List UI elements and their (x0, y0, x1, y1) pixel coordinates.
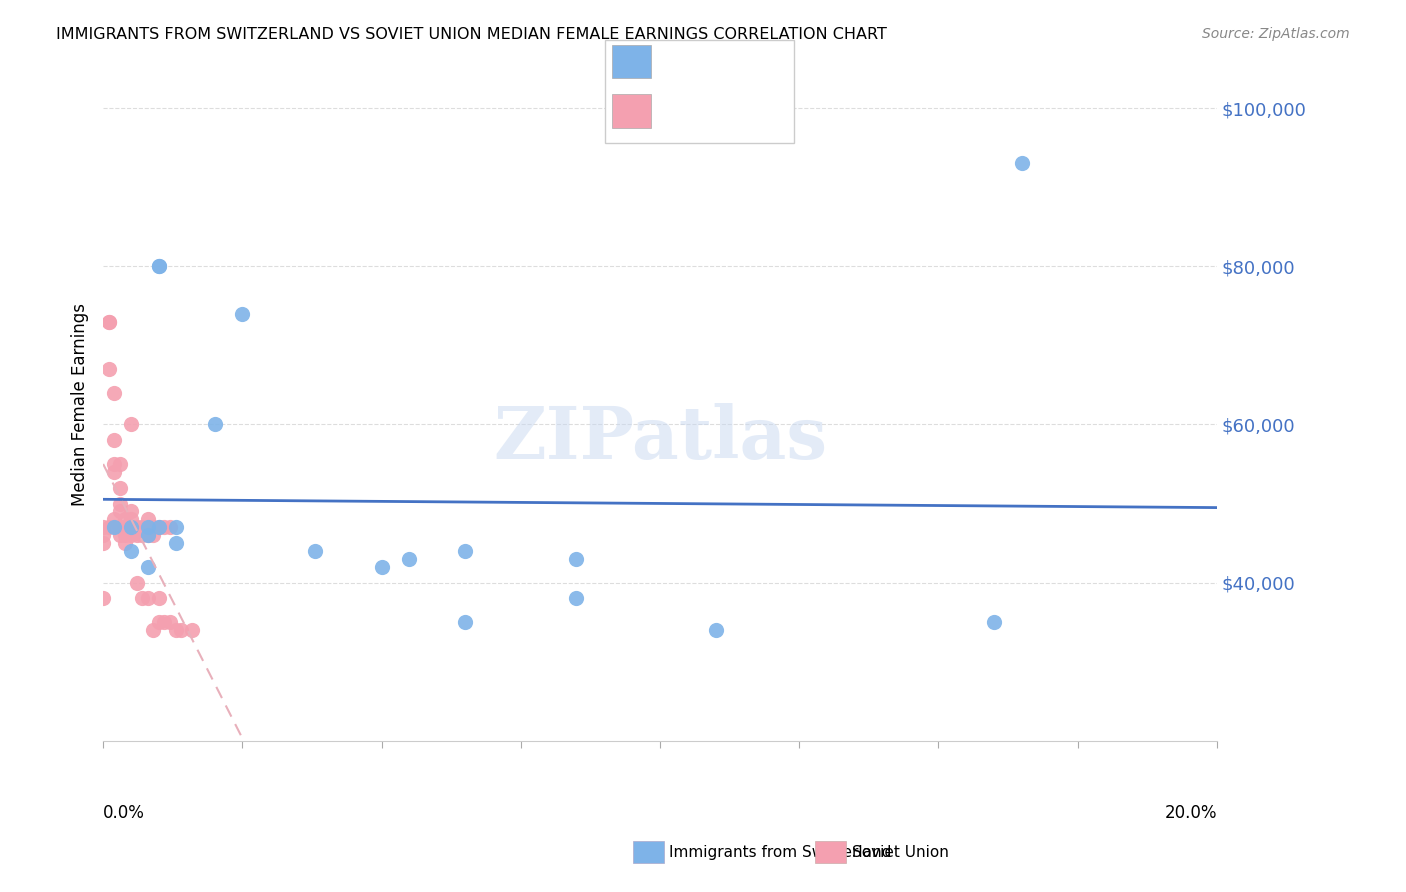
Point (165, 520, 187, 534)
Point (108, 504, 131, 518)
Point (148, 259, 170, 273)
Text: 23: 23 (756, 53, 786, 72)
Text: IMMIGRANTS FROM SWITZERLAND VS SOVIET UNION MEDIAN FEMALE EARNINGS CORRELATION C: IMMIGRANTS FROM SWITZERLAND VS SOVIET UN… (56, 27, 887, 42)
Text: 0.437: 0.437 (692, 54, 744, 71)
Point (125, 520, 148, 534)
Point (103, 512, 125, 526)
Text: N =: N = (721, 54, 773, 71)
Point (91, 536, 114, 550)
Point (131, 520, 153, 534)
Point (120, 520, 142, 534)
Text: N =: N = (721, 103, 773, 120)
Point (181, 623, 204, 637)
Point (1011, 156, 1033, 170)
Point (131, 528, 153, 542)
Point (91, 520, 114, 534)
Point (136, 559, 159, 574)
Point (304, 544, 326, 558)
Text: 50: 50 (756, 102, 786, 121)
Point (170, 623, 193, 637)
Text: Immigrants from Switzerland: Immigrants from Switzerland (669, 846, 891, 860)
Point (370, 559, 392, 574)
Point (136, 591, 159, 606)
Point (108, 520, 131, 534)
Point (159, 520, 181, 534)
Point (131, 591, 153, 606)
Point (148, 259, 170, 273)
Point (204, 417, 226, 432)
Point (120, 504, 142, 518)
Point (114, 536, 136, 550)
Point (142, 528, 165, 542)
Text: ZIPatlas: ZIPatlas (494, 403, 827, 474)
Point (108, 528, 131, 542)
Text: -0.128: -0.128 (692, 103, 749, 120)
Point (565, 552, 588, 566)
Point (136, 520, 159, 534)
Point (120, 417, 142, 432)
Point (148, 615, 170, 630)
Point (120, 520, 142, 534)
Point (103, 434, 125, 448)
Point (565, 591, 588, 606)
Point (103, 385, 125, 400)
Point (97, 362, 120, 376)
Point (114, 512, 136, 526)
Point (159, 615, 181, 630)
Point (398, 552, 420, 566)
Text: R =: R = (658, 103, 697, 120)
Point (148, 520, 170, 534)
Point (125, 575, 148, 590)
Point (108, 481, 131, 495)
Point (120, 528, 142, 542)
Point (153, 520, 176, 534)
Point (148, 591, 170, 606)
Point (103, 520, 125, 534)
Point (103, 465, 125, 479)
Point (153, 615, 176, 630)
Y-axis label: Median Female Earnings: Median Female Earnings (72, 303, 89, 506)
Point (97, 315, 120, 329)
Point (120, 512, 142, 526)
Point (454, 615, 477, 630)
Point (165, 536, 187, 550)
Point (97, 315, 120, 329)
Text: R =: R = (658, 54, 697, 71)
Point (454, 544, 477, 558)
Point (91, 591, 114, 606)
Point (91, 528, 114, 542)
Point (114, 520, 136, 534)
Point (108, 457, 131, 471)
Point (136, 512, 159, 526)
Point (148, 520, 170, 534)
Point (114, 528, 136, 542)
Text: Source: ZipAtlas.com: Source: ZipAtlas.com (1202, 27, 1350, 41)
Point (103, 457, 125, 471)
Point (97, 520, 120, 534)
Point (983, 615, 1005, 630)
Point (704, 623, 727, 637)
Point (108, 497, 131, 511)
Text: Soviet Union: Soviet Union (852, 846, 949, 860)
Point (136, 528, 159, 542)
Text: 20.0%: 20.0% (1164, 804, 1218, 822)
Point (165, 623, 187, 637)
Point (142, 520, 165, 534)
Text: 0.0%: 0.0% (103, 804, 145, 822)
Point (125, 528, 148, 542)
Point (231, 307, 253, 321)
Point (136, 528, 159, 542)
Point (120, 544, 142, 558)
Point (142, 623, 165, 637)
